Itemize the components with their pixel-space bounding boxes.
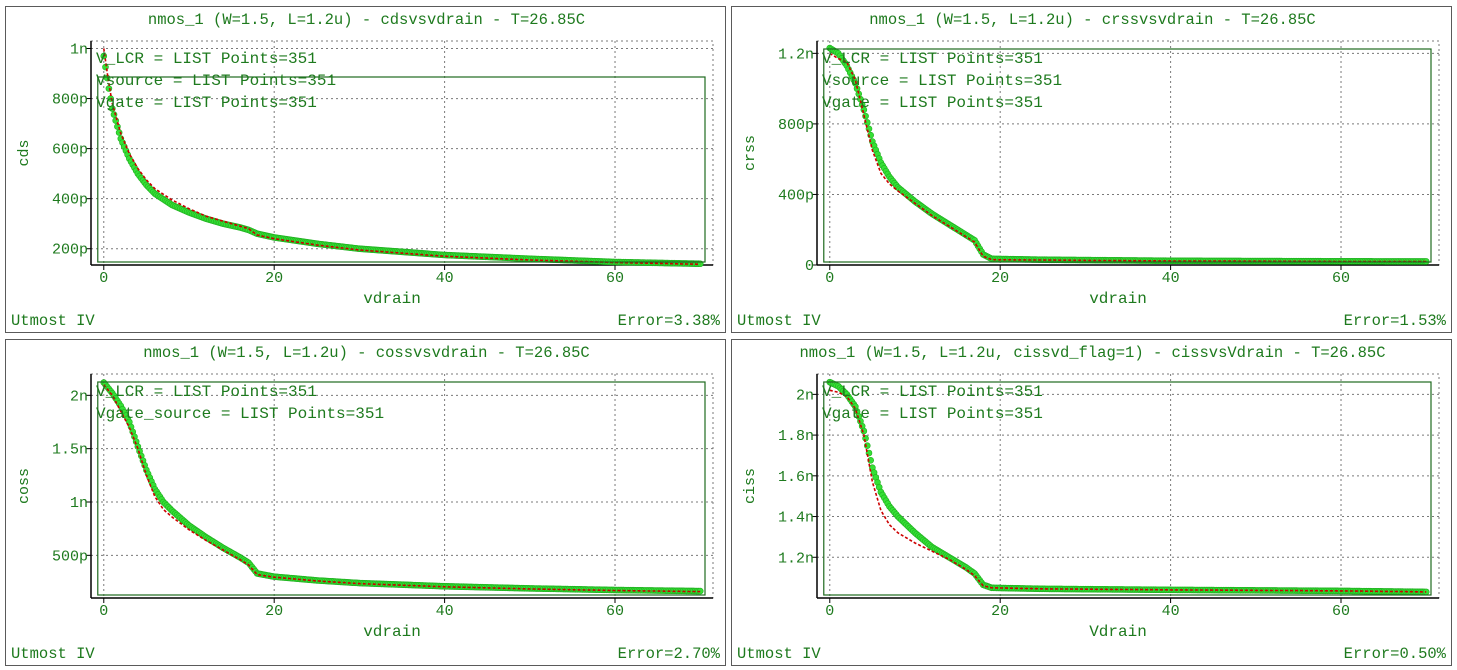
legend-frame [97, 381, 706, 596]
legend-frame [823, 48, 1432, 263]
legend-entry: V_LCR = LIST Points=351 [96, 50, 317, 68]
x-axis-label: vdrain [363, 290, 421, 308]
legend-entry: Vsource = LIST Points=351 [96, 72, 336, 90]
y-tick-label: 800p [52, 92, 88, 109]
x-tick-label: 0 [825, 603, 834, 620]
chart-panel-cds: nmos_1 (W=1.5, L=1.2u) - cdsvsvdrain - T… [5, 6, 726, 333]
y-tick-label: 1.6n [778, 469, 814, 486]
coss-plot: 0 20 40 60 500p 1n 1.5n 2n vdrain coss V_LCR = LIS… [16, 373, 714, 641]
simulated-line [829, 389, 1427, 593]
y-axis-label: coss [16, 468, 33, 504]
y-tick-label: 1.2n [778, 46, 814, 63]
legend-entry: Vgate = LIST Points=351 [822, 94, 1043, 112]
y-tick-label: 1n [70, 495, 88, 512]
x-tick-label: 20 [991, 270, 1009, 287]
legend-entry: V_LCR = LIST Points=351 [96, 383, 317, 401]
x-tick-label: 20 [265, 603, 283, 620]
x-tick-label: 40 [1162, 270, 1180, 287]
y-axis-label: crss [742, 135, 759, 171]
legend-entry: Vgate_source = LIST Points=351 [96, 405, 384, 423]
x-tick-label: 40 [436, 603, 454, 620]
legend-frame [823, 381, 1432, 596]
y-tick-label: 400p [52, 192, 88, 209]
y-tick-label: 500p [52, 548, 88, 565]
y-tick-label: 1.8n [778, 428, 814, 445]
legend-entry: Vgate = LIST Points=351 [822, 405, 1043, 423]
x-tick-label: 60 [1332, 603, 1350, 620]
legend-entry: V_LCR = LIST Points=351 [822, 50, 1043, 68]
legend-entry: Vgate = LIST Points=351 [96, 94, 317, 112]
footer-error: Error=3.38% [617, 312, 720, 330]
y-tick-label: 200p [52, 242, 88, 259]
footer-error: Error=0.50% [1343, 645, 1446, 663]
y-tick-label: 1n [70, 42, 88, 59]
chart-panel-ciss: nmos_1 (W=1.5, L=1.2u, cissvd_flag=1) - … [731, 339, 1452, 666]
y-tick-label: 0 [805, 258, 814, 275]
y-tick-label: 1.2n [778, 550, 814, 567]
footer-app-name: Utmost IV [11, 645, 95, 663]
x-tick-label: 0 [825, 270, 834, 287]
measured-point [1422, 588, 1430, 596]
legend-entry: Vsource = LIST Points=351 [822, 72, 1062, 90]
x-tick-label: 40 [436, 270, 454, 287]
grid-lines [91, 374, 713, 598]
x-axis-label: vdrain [363, 623, 421, 641]
chart-title: nmos_1 (W=1.5, L=1.2u) - cdsvsvdrain - T… [147, 11, 586, 29]
x-axis-label: Vdrain [1089, 623, 1147, 641]
x-tick-label: 0 [99, 270, 108, 287]
measured-point [696, 587, 704, 595]
measured-series [100, 379, 704, 595]
footer-app-name: Utmost IV [737, 312, 821, 330]
y-tick-label: 800p [778, 117, 814, 134]
y-axis-label: ciss [742, 468, 759, 504]
y-tick-label: 400p [778, 187, 814, 204]
footer-error: Error=1.53% [1343, 312, 1446, 330]
x-tick-label: 20 [991, 603, 1009, 620]
chart-panel-crss: nmos_1 (W=1.5, L=1.2u) - crssvsvdrain - … [731, 6, 1452, 333]
cds-plot: 0 20 40 60 200p 400p 600p 800p 1n vdrain cds V_LCR … [16, 40, 714, 308]
y-tick-label: 1.5n [52, 442, 88, 459]
legend-entry: V_LCR = LIST Points=351 [822, 383, 1043, 401]
y-axis-label: cds [16, 139, 33, 166]
y-tick-label: 2n [70, 388, 88, 405]
x-tick-label: 0 [99, 603, 108, 620]
x-tick-label: 60 [1332, 270, 1350, 287]
x-tick-label: 40 [1162, 603, 1180, 620]
chart-panel-coss: nmos_1 (W=1.5, L=1.2u) - cossvsvdrain - … [5, 339, 726, 666]
chart-title: nmos_1 (W=1.5, L=1.2u, cissvd_flag=1) - … [799, 344, 1386, 362]
legend-frame [97, 76, 706, 263]
grid-lines [817, 374, 1439, 598]
y-tick-label: 600p [52, 142, 88, 159]
x-tick-label: 60 [606, 603, 624, 620]
footer-app-name: Utmost IV [737, 645, 821, 663]
x-tick-label: 20 [265, 270, 283, 287]
crss-plot: 0 20 40 60 0 400p 800p 1.2n vdrain crss V_LCR = LI… [742, 40, 1440, 308]
footer-error: Error=2.70% [617, 645, 720, 663]
chart-title: nmos_1 (W=1.5, L=1.2u) - cossvsvdrain - … [143, 344, 590, 362]
y-tick-label: 1.4n [778, 510, 814, 527]
x-axis-label: vdrain [1089, 290, 1147, 308]
y-tick-label: 2n [796, 387, 814, 404]
x-tick-label: 60 [606, 270, 624, 287]
chart-title: nmos_1 (W=1.5, L=1.2u) - crssvsvdrain - … [869, 11, 1316, 29]
ciss-plot: 0 20 40 60 1.2n 1.4n 1.6n 1.8n 2n Vdrain ciss V_LCR… [742, 373, 1440, 641]
footer-app-name: Utmost IV [11, 312, 95, 330]
